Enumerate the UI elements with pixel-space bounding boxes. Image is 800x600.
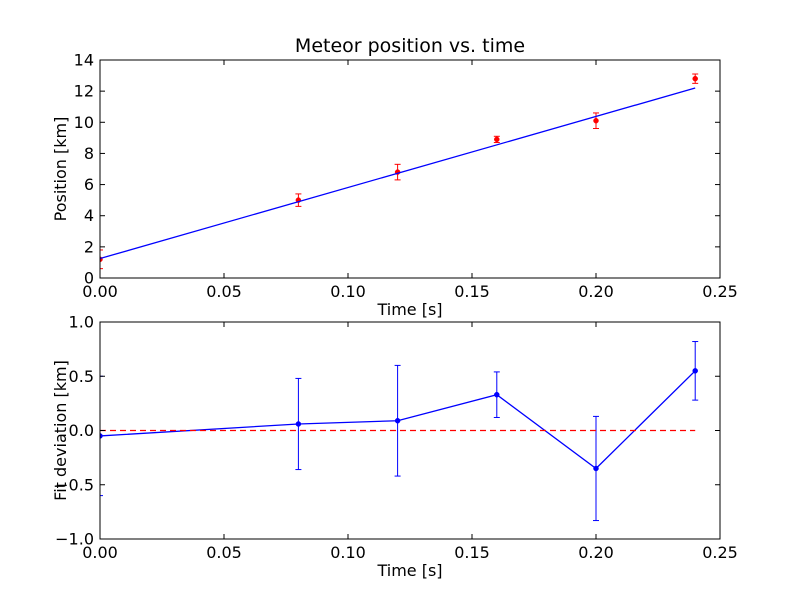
top-y-axis-label: Position [km] [51,117,70,222]
x-tick-label: 0.00 [82,282,118,301]
data-point [692,368,698,374]
data-point [494,136,500,143]
x-tick-label: 0.05 [206,543,242,562]
bottom-y-axis-label: Fit deviation [km] [51,360,70,501]
y-tick-label: 2 [84,237,94,256]
data-point [295,421,302,427]
data-point [593,117,599,124]
y-tick-label: 4 [84,206,94,225]
top-panel: Meteor position vs. time 0.00 0.05 0.10 0.1… [51,35,738,319]
x-tick-label: 0.20 [578,543,614,562]
y-tick-label: 8 [84,144,94,163]
bottom-axis-ticks: 0.00 0.05 0.10 0.15 0.20 0.25 −1.0 −0.5 0.0 0.5 1.… [55,313,738,563]
bottom-x-axis-label: Time [s] [376,561,442,580]
data-point [692,75,698,82]
top-axis-ticks: 0.00 0.05 0.10 0.15 0.20 0.25 0 2 4 6 8 10 12 14 [74,51,738,302]
plot-area [100,73,699,270]
x-tick-label: 0.15 [454,282,490,301]
y-tick-label: 0 [84,269,94,288]
bottom-plot-marks [100,341,699,522]
y-tick-label: 0.0 [69,421,94,440]
y-tick-label: −1.0 [55,530,94,549]
bottom-panel: 0.00 0.05 0.10 0.15 0.20 0.25 −1.0 −0.5 0.0 0.5 1.… [51,313,738,581]
y-tick-label: 12 [74,82,94,101]
y-tick-label: 0.5 [69,367,94,386]
x-tick-label: 0.15 [454,543,490,562]
y-tick-label: 6 [84,175,94,194]
y-tick-label: 10 [74,113,94,132]
x-tick-label: 0.20 [578,282,614,301]
deviation-line [100,370,696,470]
x-tick-label: 0.00 [82,543,118,562]
data-point [100,433,103,439]
y-tick-label: −0.5 [55,475,94,494]
top-x-axis-label: Time [s] [376,300,442,319]
y-tick-label: 1.0 [69,313,94,332]
top-plot-marks [100,73,699,270]
data-point [593,465,599,472]
x-tick-label: 0.05 [206,282,242,301]
x-tick-label: 0.10 [330,543,366,562]
chart-title: Meteor position vs. time [295,35,525,57]
x-tick-label: 0.25 [702,282,738,301]
plot-area [100,341,699,522]
x-tick-label: 0.10 [330,282,366,301]
fit-line [100,87,696,260]
data-point [494,391,500,398]
x-tick-label: 0.25 [702,543,738,562]
y-tick-label: 14 [74,51,94,70]
data-point [394,417,401,424]
top-axes-frame [99,59,721,279]
